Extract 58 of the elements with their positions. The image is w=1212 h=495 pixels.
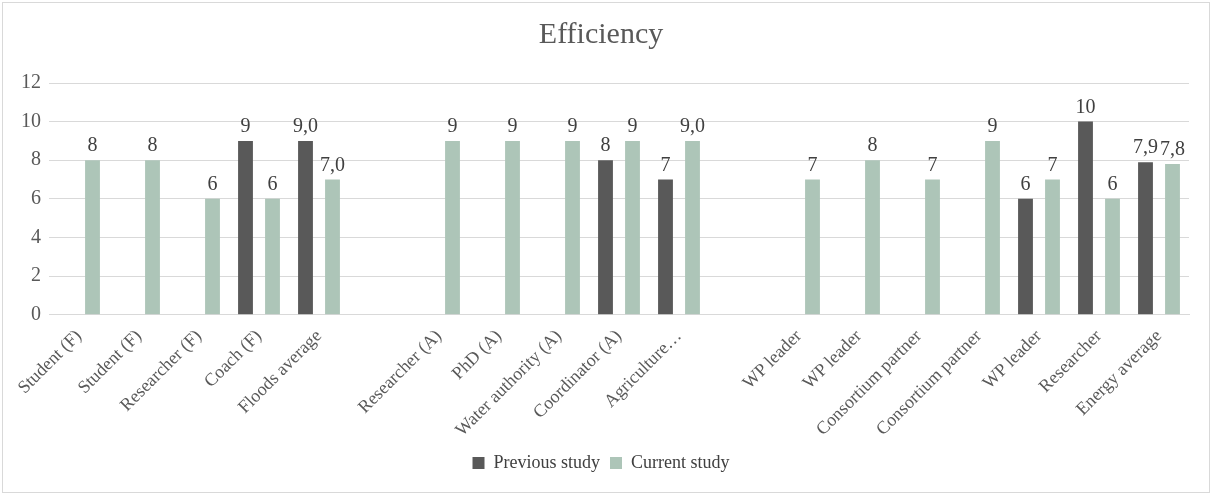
data-label: 7	[807, 152, 818, 175]
bar	[1078, 121, 1093, 315]
data-label: 9	[507, 114, 518, 137]
data-label: 9	[240, 114, 251, 137]
data-label: 9	[627, 114, 638, 137]
data-label: 9,0	[680, 114, 705, 137]
bar	[505, 140, 520, 315]
bar	[238, 140, 253, 315]
bar	[1165, 164, 1180, 315]
data-label: 8	[867, 133, 878, 156]
data-label: 7,9	[1133, 135, 1158, 158]
bar	[1018, 198, 1033, 315]
data-label: 6	[267, 172, 278, 195]
y-tick-label: 2	[31, 263, 41, 286]
bar	[265, 198, 280, 315]
data-label: 6	[1020, 172, 1031, 195]
data-label: 9	[987, 114, 998, 137]
legend-label: Current study	[631, 451, 730, 472]
data-label: 6	[1107, 172, 1118, 195]
data-label: 7	[927, 152, 938, 175]
y-tick-label: 8	[31, 147, 41, 170]
bar	[658, 179, 673, 315]
bar	[145, 160, 160, 315]
y-tick-label: 12	[21, 70, 41, 93]
y-tick-label: 0	[31, 301, 41, 324]
bar	[325, 179, 340, 315]
data-label: 9,0	[293, 114, 318, 137]
data-label: 10	[1075, 94, 1096, 117]
data-label: 6	[207, 172, 218, 195]
data-label: 7	[660, 152, 671, 175]
bar	[925, 179, 940, 315]
chart-title: Efficiency	[538, 15, 664, 49]
bar	[298, 140, 313, 315]
bar	[205, 198, 220, 315]
bar	[598, 160, 613, 315]
bar	[1138, 162, 1153, 315]
data-label: 7,8	[1160, 137, 1185, 160]
data-label: 8	[147, 133, 158, 156]
bar	[625, 140, 640, 315]
bar	[865, 160, 880, 315]
bar	[685, 140, 700, 315]
data-label: 9	[567, 114, 578, 137]
data-label: 7	[1047, 152, 1058, 175]
data-label: 9	[447, 114, 458, 137]
y-tick-label: 4	[31, 224, 41, 247]
y-tick-label: 10	[21, 108, 41, 131]
y-tick-label: 6	[31, 186, 41, 209]
data-label: 8	[600, 133, 611, 156]
bar	[805, 179, 820, 315]
data-label: 7,0	[320, 152, 345, 175]
bar	[445, 140, 460, 315]
bar	[985, 140, 1000, 315]
legend-label: Previous study	[493, 451, 601, 472]
bar	[1045, 179, 1060, 315]
bar	[85, 160, 100, 315]
bar	[565, 140, 580, 315]
bar	[1105, 198, 1120, 315]
data-label: 8	[87, 133, 98, 156]
